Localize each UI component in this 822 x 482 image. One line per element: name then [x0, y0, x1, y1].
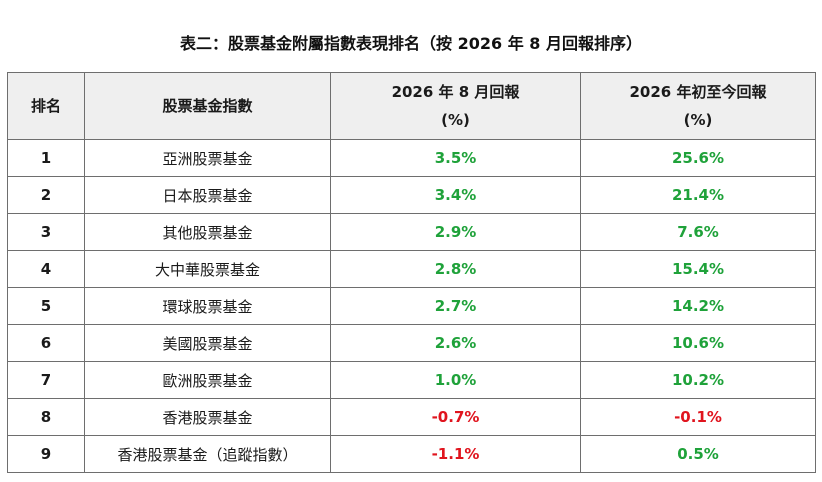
monthly-return-cell: 3.4% [330, 176, 581, 214]
header-monthly-return-label: 2026 年 8 月回報 [391, 83, 520, 101]
header-fund-index: 股票基金指數 [84, 72, 331, 140]
monthly-return-cell: 2.9% [330, 213, 581, 251]
header-monthly-return: 2026 年 8 月回報 (%) [330, 72, 581, 140]
fund-name-cell: 環球股票基金 [84, 287, 331, 325]
header-ytd-return-label: 2026 年初至今回報 [629, 83, 767, 101]
table-row: 3 其他股票基金 2.9% 7.6% [7, 213, 816, 251]
fund-name-cell: 歐洲股票基金 [84, 361, 331, 399]
table-row: 9 香港股票基金（追蹤指數） -1.1% 0.5% [7, 435, 816, 473]
table-title: 表二：股票基金附屬指數表現排名（按 2026 年 8 月回報排序） [180, 34, 642, 53]
table-row: 1 亞洲股票基金 3.5% 25.6% [7, 139, 816, 177]
rank-cell: 7 [7, 361, 85, 399]
header-ytd-return-unit: (%) [683, 111, 713, 129]
monthly-return-cell: 2.7% [330, 287, 581, 325]
fund-ranking-table: 排名 股票基金指數 2026 年 8 月回報 (%) 2026 年初至今回報 (… [7, 72, 816, 473]
table-row: 6 美國股票基金 2.6% 10.6% [7, 324, 816, 362]
monthly-return-cell: 2.6% [330, 324, 581, 362]
monthly-return-cell: 3.5% [330, 139, 581, 177]
ytd-return-cell: 25.6% [580, 139, 816, 177]
ytd-return-cell: 10.6% [580, 324, 816, 362]
fund-name-cell: 亞洲股票基金 [84, 139, 331, 177]
rank-cell: 5 [7, 287, 85, 325]
monthly-return-cell: 2.8% [330, 250, 581, 288]
fund-name-cell: 香港股票基金（追蹤指數） [84, 435, 331, 473]
table-row: 8 香港股票基金 -0.7% -0.1% [7, 398, 816, 436]
rank-cell: 1 [7, 139, 85, 177]
table-row: 4 大中華股票基金 2.8% 15.4% [7, 250, 816, 288]
rank-cell: 3 [7, 213, 85, 251]
fund-name-cell: 大中華股票基金 [84, 250, 331, 288]
header-ytd-return: 2026 年初至今回報 (%) [580, 72, 816, 140]
rank-cell: 2 [7, 176, 85, 214]
ytd-return-cell: 7.6% [580, 213, 816, 251]
monthly-return-cell: -0.7% [330, 398, 581, 436]
fund-name-cell: 美國股票基金 [84, 324, 331, 362]
ytd-return-cell: 14.2% [580, 287, 816, 325]
table-row: 5 環球股票基金 2.7% 14.2% [7, 287, 816, 325]
ytd-return-cell: 0.5% [580, 435, 816, 473]
rank-cell: 4 [7, 250, 85, 288]
rank-cell: 8 [7, 398, 85, 436]
header-rank: 排名 [7, 72, 85, 140]
rank-cell: 6 [7, 324, 85, 362]
ytd-return-cell: 15.4% [580, 250, 816, 288]
monthly-return-cell: 1.0% [330, 361, 581, 399]
fund-name-cell: 其他股票基金 [84, 213, 331, 251]
table-row: 2 日本股票基金 3.4% 21.4% [7, 176, 816, 214]
table-row: 7 歐洲股票基金 1.0% 10.2% [7, 361, 816, 399]
ytd-return-cell: 10.2% [580, 361, 816, 399]
fund-name-cell: 香港股票基金 [84, 398, 331, 436]
header-monthly-return-unit: (%) [441, 111, 470, 129]
monthly-return-cell: -1.1% [330, 435, 581, 473]
rank-cell: 9 [7, 435, 85, 473]
ytd-return-cell: 21.4% [580, 176, 816, 214]
ytd-return-cell: -0.1% [580, 398, 816, 436]
header-row: 排名 股票基金指數 2026 年 8 月回報 (%) 2026 年初至今回報 (… [7, 72, 816, 140]
fund-name-cell: 日本股票基金 [84, 176, 331, 214]
